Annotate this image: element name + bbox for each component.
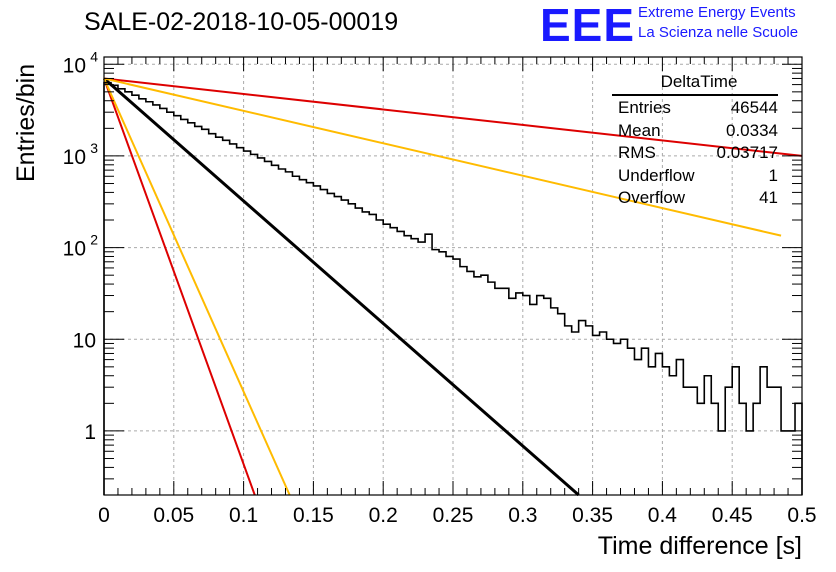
x-tick-label: 0.45 — [712, 504, 753, 527]
stats-value: 1 — [768, 165, 778, 185]
x-tick-label: 0.15 — [293, 504, 334, 527]
x-tick-label: 0.1 — [229, 504, 258, 527]
stats-label: Entries — [618, 98, 671, 117]
fit-curve-black — [103, 77, 580, 497]
stats-row-overflow: Overflow 41 — [612, 187, 778, 210]
grid — [104, 57, 802, 495]
y-tick-exponent: 3 — [90, 140, 98, 156]
stats-value: 0.03717 — [716, 143, 778, 163]
stats-value: 46544 — [730, 98, 778, 117]
y-tick-exponent: 4 — [90, 48, 98, 64]
fit-curve-red — [103, 77, 803, 157]
stats-row-entries: Entries 46544 — [612, 97, 778, 120]
stats-label: RMS — [618, 143, 656, 163]
stats-label: Overflow — [618, 188, 686, 208]
y-tick-exponent: 2 — [90, 232, 98, 248]
stats-value: 41 — [759, 188, 778, 208]
fit-curves — [103, 77, 803, 497]
x-tick-label: 0 — [98, 504, 110, 527]
stats-title: DeltaTime — [660, 72, 738, 91]
stats-row-underflow: Underflow 1 — [612, 165, 778, 188]
x-tick-label: 0.3 — [508, 504, 537, 527]
y-tick-label: 10 — [63, 54, 86, 77]
fit-curve-orange — [103, 77, 782, 237]
stats-row-mean: Mean 0.0334 — [612, 120, 778, 143]
x-tick-label: 0.25 — [433, 504, 474, 527]
y-axis-label: Entries/bin — [12, 63, 40, 182]
eee-logo: EEE Extreme Energy Events La Scienza nel… — [540, 0, 830, 51]
eee-logo-mark: EEE — [540, 0, 636, 51]
y-tick-label: 10 — [73, 329, 96, 352]
x-tick-label: 0.35 — [572, 504, 613, 527]
histogram — [103, 81, 803, 495]
x-tick-label: 0.4 — [648, 504, 678, 527]
stats-label: Mean — [618, 120, 661, 140]
fit-curve-orange — [103, 78, 291, 496]
y-tick-label: 10 — [63, 238, 86, 261]
stats-box: DeltaTime Entries 46544 Mean 0.0334 RMS … — [612, 72, 778, 210]
logo-line-2: La Scienza nelle Scuole — [638, 24, 799, 41]
stats-label: Underflow — [618, 165, 695, 185]
axis-ticks — [103, 57, 803, 496]
x-tick-label: 0.05 — [153, 504, 194, 527]
stats-row-rms: RMS 0.03717 — [612, 142, 778, 165]
x-axis-label: Time difference [s] — [597, 532, 802, 560]
y-tick-label: 1 — [84, 421, 96, 444]
plot-title: SALE-02-2018-10-05-00019 — [84, 8, 399, 36]
stats-value: 0.0334 — [726, 120, 778, 140]
y-tick-label: 10 — [63, 146, 86, 169]
x-tick-label: 0.2 — [369, 504, 398, 527]
fit-curve-red — [103, 78, 256, 496]
tick-labels: 0 0.05 0.1 0.15 0.2 0.25 0.3 0.35 0.4 0.45 0.5 1 10 1… — [63, 48, 817, 527]
logo-line-1: Extreme Energy Events — [638, 4, 796, 21]
x-tick-label: 0.5 — [787, 504, 816, 527]
histogram-steps — [103, 81, 803, 495]
stats-divider — [612, 94, 778, 96]
